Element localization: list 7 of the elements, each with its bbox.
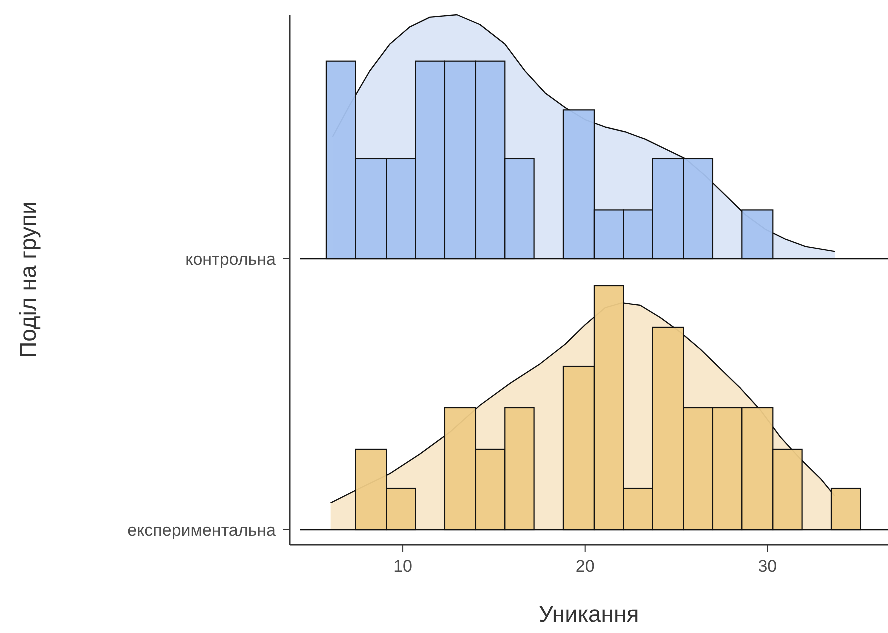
x-tick-label: 30 [758, 557, 778, 576]
text: експериментальна [128, 521, 277, 540]
x-tick-label: 10 [394, 557, 412, 576]
x-tick-label: 20 [576, 557, 595, 576]
y-axis-title: Поділ на групи [15, 202, 41, 358]
text: контрольна [186, 250, 277, 269]
x-axis-title: Уникання [538, 601, 640, 627]
